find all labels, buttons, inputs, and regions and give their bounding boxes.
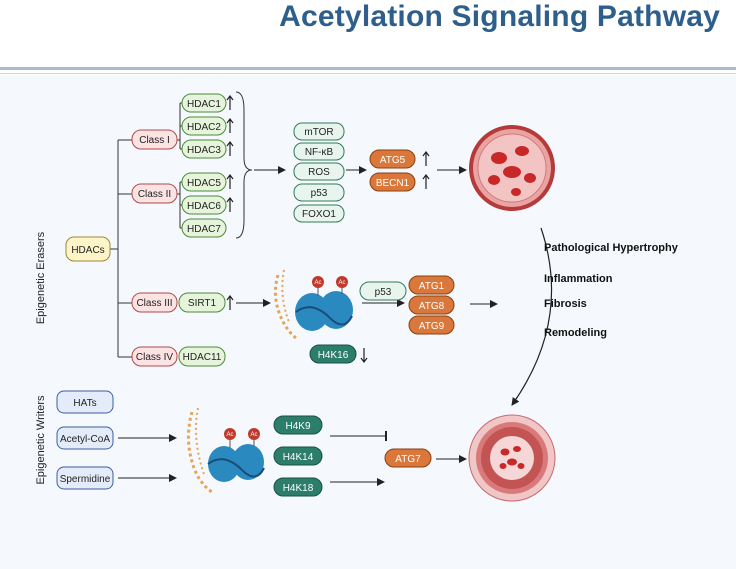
svg-text:Class I: Class I — [139, 135, 170, 146]
svg-text:HDAC5: HDAC5 — [187, 178, 221, 189]
hdac-box: HDAC3 — [181, 139, 227, 159]
ros-box: ROS — [293, 162, 345, 181]
mtor-box: mTOR — [293, 122, 345, 141]
chromatin-icon: Ac Ac — [273, 269, 353, 340]
svg-text:Ac: Ac — [314, 280, 321, 286]
p53-middle-box: p53 — [359, 281, 407, 301]
svg-text:H4K18: H4K18 — [283, 483, 314, 494]
svg-text:HDAC7: HDAC7 — [187, 224, 221, 235]
svg-text:HDAC3: HDAC3 — [187, 145, 221, 156]
h4k14-box: H4K14 — [273, 446, 323, 466]
diagram-panel — [0, 75, 736, 569]
hdacs-node: HDACs — [65, 236, 111, 262]
svg-text:Ac: Ac — [338, 280, 345, 286]
epigenetic-erasers-label: Epigenetic Erasers — [35, 231, 47, 324]
svg-text:ROS: ROS — [308, 167, 330, 178]
hdac-box: HDAC7 — [181, 218, 227, 238]
class-ii-node: Class II — [131, 183, 178, 204]
class-i-connector — [177, 102, 182, 150]
spermidine-box: Spermidine — [56, 466, 114, 490]
svg-text:Class III: Class III — [136, 298, 172, 309]
svg-text:HDACs: HDACs — [71, 245, 104, 256]
brace — [235, 91, 253, 239]
svg-text:mTOR: mTOR — [304, 127, 333, 138]
hdac-tree-connector — [110, 139, 132, 358]
svg-text:Spermidine: Spermidine — [60, 474, 111, 485]
hdac11-box: HDAC11 — [178, 346, 226, 367]
svg-text:HATs: HATs — [73, 398, 96, 409]
class-i-node: Class I — [131, 129, 178, 150]
svg-text:HDAC11: HDAC11 — [183, 352, 222, 363]
svg-text:ATG5: ATG5 — [380, 155, 406, 166]
outcome-label: Pathological Hypertrophy — [544, 242, 679, 254]
h4k18-box: H4K18 — [273, 477, 323, 497]
foxo1-box: FOXO1 — [293, 204, 345, 223]
svg-text:H4K9: H4K9 — [285, 421, 310, 432]
hdac-box: HDAC6 — [181, 195, 227, 215]
up-arrow-icon — [226, 95, 234, 310]
atg8-box: ATG8 — [408, 295, 455, 315]
nfkb-box: NF-κB — [293, 142, 345, 161]
hdac-box: HDAC5 — [181, 172, 227, 192]
page-title: Acetylation Signaling Pathway — [279, 0, 720, 33]
svg-text:SIRT1: SIRT1 — [188, 298, 217, 309]
outcome-label: Inflammation — [544, 273, 613, 285]
divider — [0, 73, 736, 74]
svg-text:Ac: Ac — [226, 432, 233, 438]
chromatin-icon: Ac Ac — [187, 407, 265, 494]
svg-text:HDAC2: HDAC2 — [187, 122, 221, 133]
svg-text:ATG8: ATG8 — [419, 301, 445, 312]
outcome-label: Remodeling — [544, 327, 607, 339]
divider — [0, 67, 736, 70]
vessel-cross-section-diseased — [469, 125, 555, 211]
h4k9-box: H4K9 — [273, 415, 323, 435]
svg-text:Acetyl-CoA: Acetyl-CoA — [60, 434, 110, 445]
svg-text:p53: p53 — [375, 287, 392, 298]
svg-text:ATG9: ATG9 — [419, 321, 445, 332]
atg7-box: ATG7 — [384, 448, 432, 468]
hdac-box: HDAC2 — [181, 116, 227, 136]
down-arrow-icon — [360, 348, 368, 363]
class-ii-connector — [177, 181, 182, 229]
curved-arrow — [511, 227, 553, 406]
atg9-box: ATG9 — [408, 315, 455, 335]
svg-text:H4K16: H4K16 — [318, 350, 349, 361]
epigenetic-writers-label: Epigenetic Writers — [35, 395, 47, 485]
svg-text:Ac: Ac — [250, 432, 257, 438]
svg-text:NF-κB: NF-κB — [305, 147, 334, 158]
svg-text:BECN1: BECN1 — [376, 178, 410, 189]
p53-box: p53 — [293, 183, 345, 202]
svg-text:H4K14: H4K14 — [283, 452, 314, 463]
h4k16-box: H4K16 — [309, 344, 357, 364]
svg-text:ATG7: ATG7 — [395, 454, 421, 465]
class-iv-node: Class IV — [131, 346, 178, 367]
hdac-box: HDAC1 — [181, 93, 227, 113]
acetyl-coa-box: Acetyl-CoA — [56, 426, 114, 450]
vessel-cross-section-healthy — [468, 414, 556, 502]
hats-box: HATs — [56, 390, 114, 414]
atg1-box: ATG1 — [408, 275, 455, 295]
svg-text:ATG1: ATG1 — [419, 281, 445, 292]
sirt1-box: SIRT1 — [178, 292, 226, 313]
svg-text:p53: p53 — [311, 188, 328, 199]
atg5-box: ATG5 — [369, 149, 416, 169]
class-iii-node: Class III — [131, 292, 178, 313]
svg-text:HDAC1: HDAC1 — [187, 99, 221, 110]
svg-text:HDAC6: HDAC6 — [187, 201, 221, 212]
becn1-box: BECN1 — [369, 172, 416, 192]
svg-text:FOXO1: FOXO1 — [302, 209, 336, 220]
svg-text:Class II: Class II — [138, 189, 171, 200]
svg-text:Class IV: Class IV — [136, 352, 174, 363]
up-arrow-icon — [422, 151, 430, 189]
outcome-label: Fibrosis — [544, 298, 587, 310]
